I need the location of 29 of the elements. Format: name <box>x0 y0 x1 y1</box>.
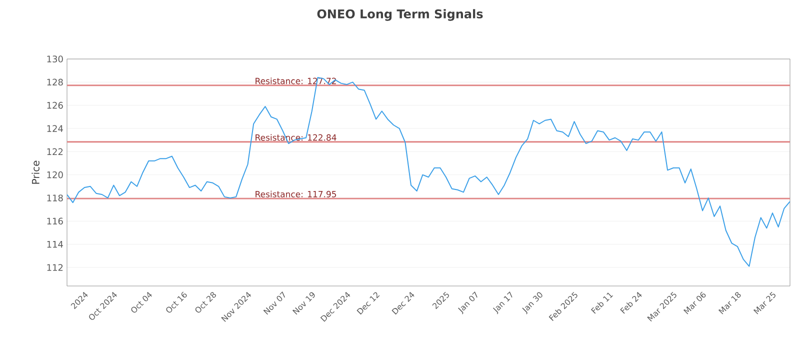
x-tick-label: Jan 30 <box>522 292 542 314</box>
x-tick-label: Dec 24 <box>392 292 414 315</box>
x-tick-label: Oct 04 <box>131 292 152 313</box>
x-tick-label: Mar 25 <box>753 292 776 314</box>
line-series <box>67 77 790 267</box>
x-tick-label: Jan 07 <box>458 292 478 314</box>
x-tick-label: Dec 12 <box>356 292 380 315</box>
y-axis-title: Price <box>32 160 40 184</box>
y-tick-label: 130 <box>47 56 63 62</box>
x-tick-label: Mar 06 <box>683 292 706 314</box>
y-tick-label: 114 <box>47 241 63 248</box>
y-tick-label: 116 <box>47 218 63 225</box>
ref-line-label: Resistance: 117.95 <box>256 190 336 198</box>
x-tick-label: Feb 11 <box>590 292 614 314</box>
x-tick-label: Feb 24 <box>620 292 642 314</box>
y-tick-label: 122 <box>47 148 63 155</box>
chart-title: ONEO Long Term Signals <box>317 9 483 21</box>
y-tick-label: 128 <box>47 78 63 86</box>
x-tick-label: Jan 17 <box>492 291 512 314</box>
y-tick-label: 124 <box>47 125 63 132</box>
y-tick-label: 126 <box>47 102 63 109</box>
x-tick-label: Mar 18 <box>718 292 741 314</box>
y-tick-label: 118 <box>47 194 63 202</box>
x-tick-label: Nov 19 <box>292 292 315 315</box>
x-tick-label: Oct 28 <box>195 292 216 313</box>
y-tick-label: 112 <box>47 264 63 271</box>
x-tick-label: Oct 16 <box>166 292 187 313</box>
x-tick-label: Nov 07 <box>263 292 285 315</box>
y-tick-label: 120 <box>47 171 63 178</box>
